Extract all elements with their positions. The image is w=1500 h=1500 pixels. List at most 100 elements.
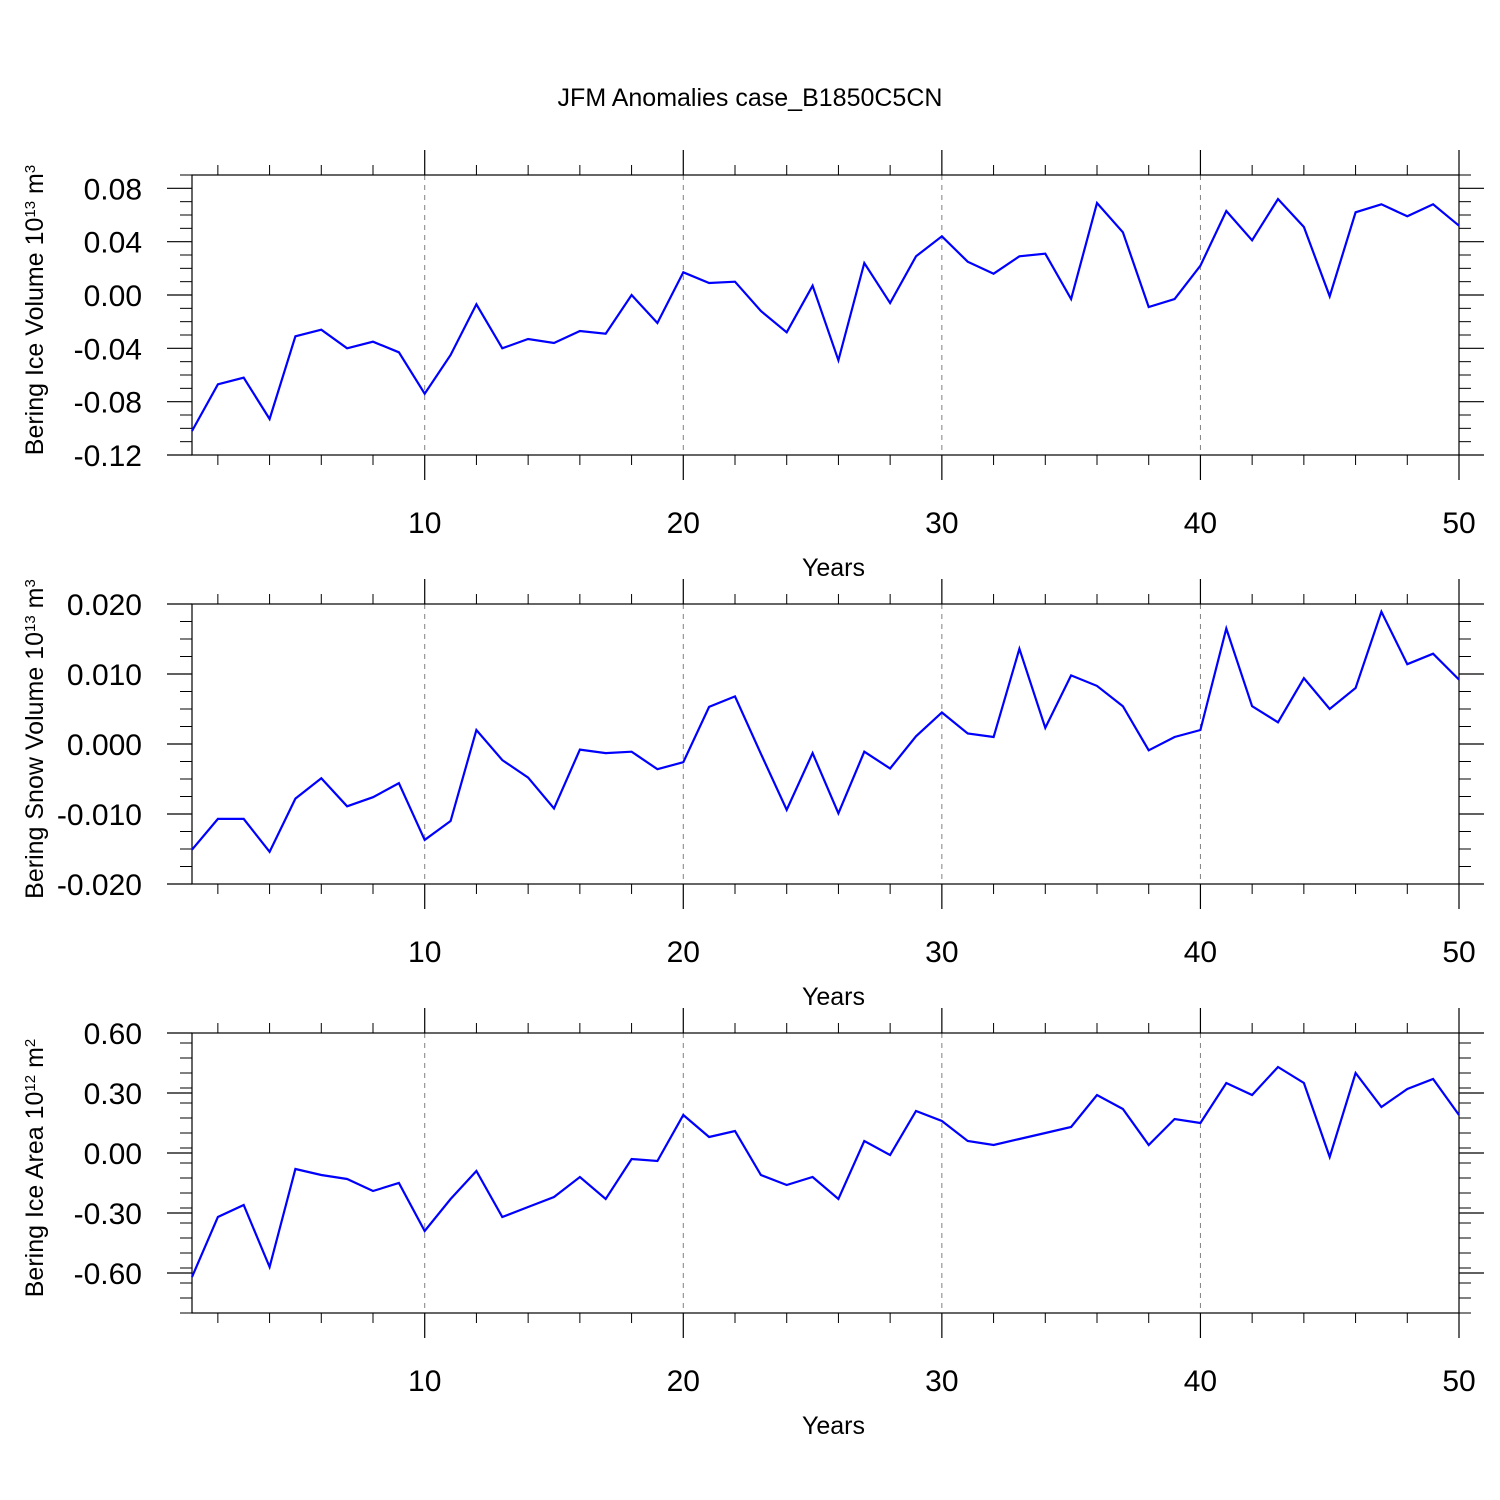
data-point [734,1130,736,1132]
data-point [786,809,788,811]
data-point [243,377,245,379]
data-point [1277,198,1279,200]
data-point [1096,685,1098,687]
data-point [889,768,891,770]
x-tick-label: 20 [667,1365,700,1398]
data-point [1225,628,1227,630]
y-tick-label: 0.00 [84,1138,142,1171]
data-point [501,347,503,349]
x-axis-label: Years [802,554,865,582]
data-point [1458,679,1460,681]
data-point [372,796,374,798]
data-point [1303,1082,1305,1084]
y-tick-label: 0.010 [67,659,142,692]
data-point [1044,253,1046,255]
y-tick-label: -0.30 [74,1198,142,1231]
x-tick-label: 10 [408,507,441,540]
data-point [1174,1118,1176,1120]
x-tick-label: 30 [925,1365,958,1398]
data-point [1432,203,1434,205]
data-point [786,331,788,333]
x-tick-label: 10 [408,1365,441,1398]
data-point [1225,1082,1227,1084]
x-tick-label: 20 [667,507,700,540]
data-point [1380,1106,1382,1108]
x-tick-label: 50 [1442,507,1475,540]
data-point [320,329,322,331]
y-tick-label: -0.60 [74,1258,142,1291]
data-point [553,807,555,809]
data-point [1018,255,1020,257]
data-point [243,818,245,820]
data-point [1355,1072,1357,1074]
x-axis-label: Years [802,983,865,1011]
data-point [553,342,555,344]
data-point [1329,1156,1331,1158]
data-point [527,1206,529,1208]
data-point [1355,687,1357,689]
y-tick-label: -0.08 [74,387,142,420]
data-point [579,749,581,751]
data-point [1458,225,1460,227]
x-tick-label: 30 [925,507,958,540]
data-point [450,354,452,356]
data-point [398,782,400,784]
data-point [1044,727,1046,729]
data-point [320,1174,322,1176]
data-point [656,768,658,770]
data-point [760,310,762,312]
data-point [863,751,865,753]
y-tick-label: 0.000 [67,729,142,762]
data-point [1096,1094,1098,1096]
data-point [631,1158,633,1160]
y-tick-label: 0.30 [84,1078,142,1111]
data-point [1122,705,1124,707]
data-point [475,303,477,305]
data-point [269,1266,271,1268]
data-point [1174,298,1176,300]
data-point [398,1182,400,1184]
x-tick-label: 40 [1184,936,1217,969]
data-point [501,1216,503,1218]
data-point [1380,611,1382,613]
data-point [682,271,684,273]
data-point [1148,1144,1150,1146]
y-tick-label: -0.04 [74,333,142,366]
data-point [269,418,271,420]
data-point [501,759,503,761]
data-point [346,1178,348,1180]
data-point [631,751,633,753]
data-point [372,1190,374,1192]
data-point [1070,1126,1072,1128]
data-point [1277,721,1279,723]
x-tick-label: 20 [667,936,700,969]
data-point [605,333,607,335]
data-point [863,1140,865,1142]
data-point [1277,1066,1279,1068]
data-point [191,849,193,851]
data-point [682,1114,684,1116]
y-tick-label: 0.60 [84,1018,142,1051]
y-axis-label: Bering Ice Area 1012 m2 [21,1039,49,1298]
data-point [1329,708,1331,710]
data-point [605,1198,607,1200]
data-point [1458,1114,1460,1116]
data-point [1406,663,1408,665]
y-tick-label: -0.020 [57,869,142,902]
data-point [1251,1094,1253,1096]
data-point [760,753,762,755]
data-point [1432,653,1434,655]
data-point [993,736,995,738]
data-point [1329,295,1331,297]
data-point [1303,677,1305,679]
data-point [1432,1078,1434,1080]
data-point [527,338,529,340]
data-point [631,294,633,296]
data-point [527,777,529,779]
data-point [889,302,891,304]
data-point [656,322,658,324]
data-point [475,729,477,731]
y-tick-label: 0.04 [84,227,142,260]
data-point [967,1140,969,1142]
y-axis-label: Bering Snow Volume 1013 m3 [21,579,49,899]
